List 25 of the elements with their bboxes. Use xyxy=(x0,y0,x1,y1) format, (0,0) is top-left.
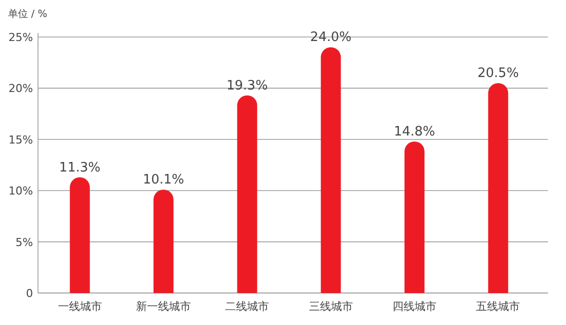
y-tick-label: 25% xyxy=(8,31,33,44)
y-tick-label: 10% xyxy=(8,184,33,198)
data-label: 20.5% xyxy=(478,66,519,82)
x-tick-label: 新一线城市 xyxy=(136,300,191,313)
bar xyxy=(237,95,258,293)
x-tick-label: 二线城市 xyxy=(225,300,270,313)
data-label: 24.0% xyxy=(310,30,352,46)
bar xyxy=(70,177,90,293)
y-tick-label: 0 xyxy=(26,287,33,300)
data-label: 14.8% xyxy=(394,124,436,140)
x-tick-label: 一线城市 xyxy=(58,300,102,313)
data-label: 10.1% xyxy=(142,172,184,188)
y-tick-label: 15% xyxy=(8,133,33,146)
bar xyxy=(404,141,424,293)
x-tick-label: 四线城市 xyxy=(392,300,436,313)
bar xyxy=(488,83,508,293)
data-label: 19.3% xyxy=(226,78,268,94)
y-tick-label: 20% xyxy=(8,82,33,96)
bar xyxy=(320,47,341,293)
y-tick-label: 5% xyxy=(16,236,33,249)
x-tick-label: 三线城市 xyxy=(308,300,353,313)
data-label: 11.3% xyxy=(59,160,100,176)
bar xyxy=(154,190,174,293)
y-axis-title: 单位 / % xyxy=(8,8,48,20)
x-tick-label: 五线城市 xyxy=(476,300,520,313)
